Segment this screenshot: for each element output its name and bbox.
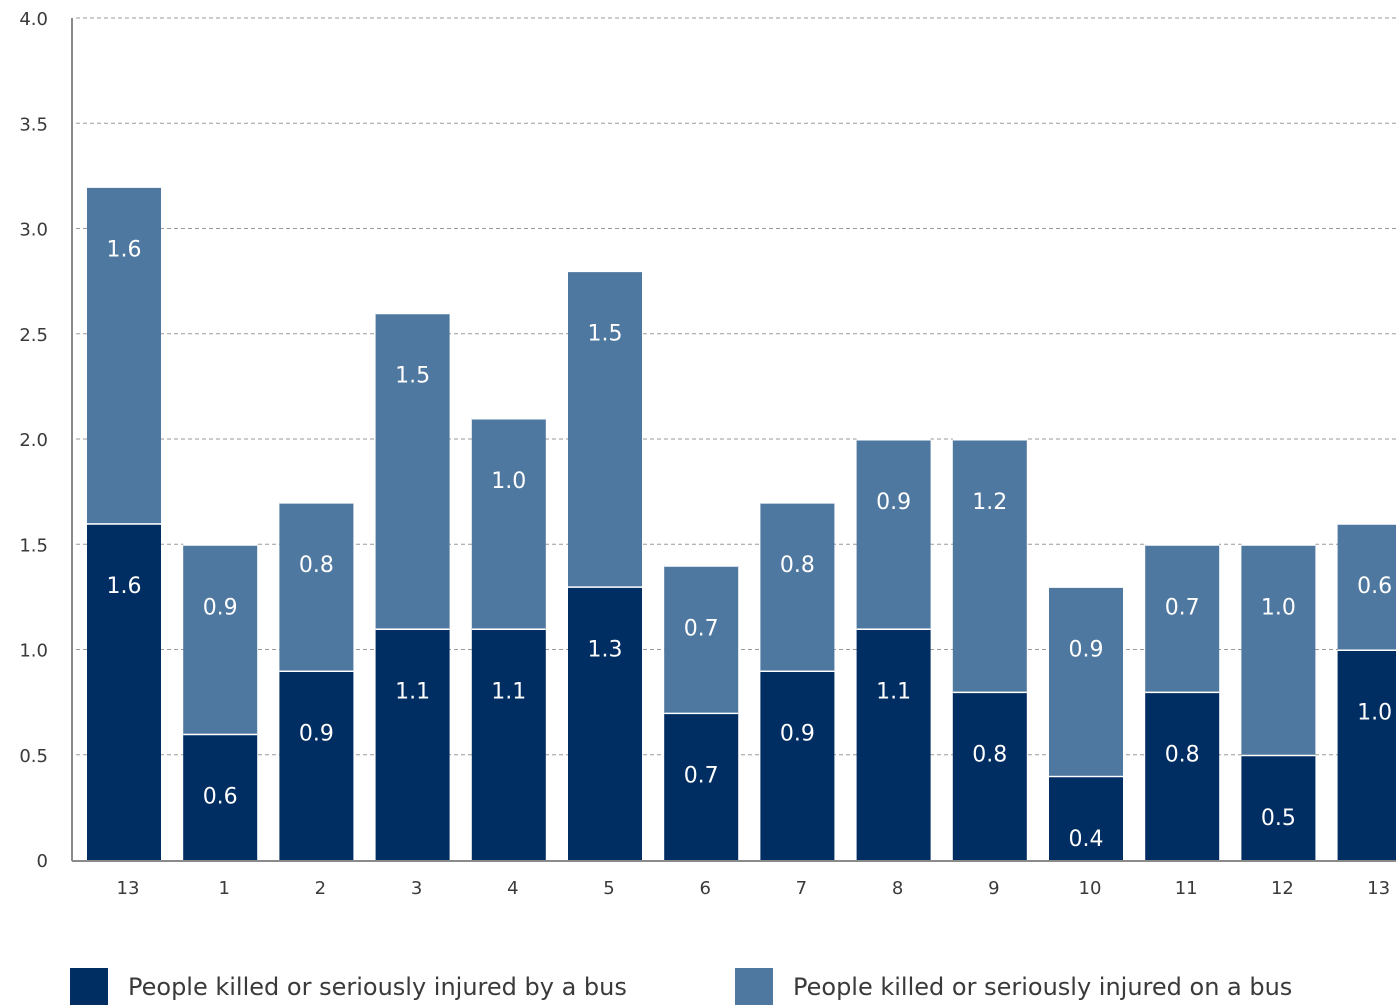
bar-segment-on-bus bbox=[471, 417, 546, 629]
x-tick-label: 13 bbox=[1367, 878, 1390, 899]
x-tick-label: 1 bbox=[218, 878, 229, 899]
data-label-by-bus: 0.6 bbox=[203, 785, 238, 810]
data-label-on-bus: 0.9 bbox=[203, 595, 238, 620]
bar-segment-by-bus bbox=[279, 670, 354, 860]
x-tick-label: 12 bbox=[1271, 878, 1294, 899]
x-tick-label: 2 bbox=[315, 878, 326, 899]
data-label-by-bus: 1.3 bbox=[588, 637, 623, 662]
data-label-on-bus: 0.9 bbox=[876, 490, 911, 515]
bar-segment-by-bus bbox=[952, 691, 1027, 860]
data-label-by-bus: 1.1 bbox=[491, 679, 526, 704]
y-tick-label: 3.5 bbox=[19, 114, 48, 135]
data-label-by-bus: 1.1 bbox=[395, 679, 430, 704]
legend-item-by-bus: People killed or seriously injured by a … bbox=[70, 968, 627, 1005]
y-tick-label: 4.0 bbox=[19, 9, 48, 30]
x-tick-label: 13 bbox=[117, 878, 140, 899]
x-tick-label: 8 bbox=[892, 878, 903, 899]
legend-label-by-bus: People killed or seriously injured by a … bbox=[128, 973, 627, 1001]
chart-svg: 1.61.60.60.90.90.81.11.51.11.01.31.50.70… bbox=[19, 9, 1396, 899]
y-tick-label: 2.5 bbox=[19, 325, 48, 346]
bar-segment-by-bus bbox=[1241, 754, 1316, 860]
data-label-on-bus: 1.2 bbox=[972, 490, 1007, 515]
bar-segment-on-bus bbox=[856, 439, 931, 629]
y-tick-label: 1.0 bbox=[19, 641, 48, 662]
bar-segment-on-bus bbox=[1337, 523, 1396, 650]
bar-segment-on-bus bbox=[87, 186, 161, 524]
x-tick-label: 9 bbox=[988, 878, 999, 899]
x-tick-label: 11 bbox=[1175, 878, 1198, 899]
data-label-by-bus: 0.8 bbox=[972, 743, 1007, 768]
data-label-by-bus: 0.4 bbox=[1069, 827, 1104, 852]
y-tick-label: 3.0 bbox=[19, 220, 48, 241]
data-label-on-bus: 0.8 bbox=[299, 553, 334, 578]
data-label-by-bus: 0.9 bbox=[299, 722, 334, 747]
legend-swatch-by-bus bbox=[70, 968, 108, 1005]
bars: 1.6 1.6 0.6 0.9 0.9 0.8 1.1 1.5 1.1 1.0 1.3 1.5 0.7 0… bbox=[87, 184, 1396, 860]
data-label-on-bus: 1.5 bbox=[588, 322, 623, 347]
data-label-on-bus: 1.6 bbox=[107, 237, 142, 262]
bar-segment-on-bus bbox=[183, 544, 258, 734]
bar-segment-on-bus bbox=[664, 565, 739, 713]
bar-segment-on-bus bbox=[1241, 544, 1316, 755]
data-label-on-bus: 1.5 bbox=[395, 364, 430, 389]
bar-segment-on-bus bbox=[279, 502, 354, 671]
x-tick-label: 6 bbox=[699, 878, 710, 899]
bar-segment-on-bus bbox=[1049, 586, 1123, 776]
bar-segment-by-bus bbox=[664, 712, 739, 860]
y-tick-label: 0 bbox=[37, 851, 48, 872]
bar-segment-on-bus bbox=[1145, 544, 1220, 692]
data-label-on-bus: 0.8 bbox=[780, 553, 815, 578]
data-label-by-bus: 0.8 bbox=[1165, 743, 1200, 768]
axes: 00.51.01.52.02.53.03.54.013 1 2 3 4 5 6 7 8 9 10 11… bbox=[19, 9, 1396, 899]
data-label-on-bus: 0.7 bbox=[1165, 595, 1200, 620]
x-tick-label: 7 bbox=[796, 878, 807, 899]
data-label-by-bus: 1.1 bbox=[876, 679, 911, 704]
data-label-by-bus: 1.0 bbox=[1357, 701, 1392, 726]
x-tick-label: 5 bbox=[603, 878, 614, 899]
x-tick-label: 3 bbox=[411, 878, 422, 899]
data-label-by-bus: 0.9 bbox=[780, 722, 815, 747]
bar-segment-on-bus bbox=[375, 312, 450, 629]
x-tick-label: 10 bbox=[1079, 878, 1102, 899]
y-tick-label: 2.0 bbox=[19, 430, 48, 451]
x-tick-label: 4 bbox=[507, 878, 518, 899]
data-label-on-bus: 0.7 bbox=[684, 616, 719, 641]
legend-swatch-on-bus bbox=[735, 968, 773, 1005]
bar-segment-by-bus bbox=[87, 523, 161, 860]
bar-segment-by-bus bbox=[1337, 649, 1396, 860]
legend: People killed or seriously injured by a … bbox=[0, 968, 1396, 1005]
data-label-by-bus: 0.5 bbox=[1261, 806, 1296, 831]
bar-segment-on-bus bbox=[760, 502, 835, 671]
bar-segment-by-bus bbox=[856, 628, 931, 860]
data-label-by-bus: 0.7 bbox=[684, 764, 719, 789]
y-tick-label: 1.5 bbox=[19, 535, 48, 556]
bar-segment-by-bus bbox=[471, 628, 546, 860]
legend-item-on-bus: People killed or seriously injured on a … bbox=[735, 968, 1292, 1005]
data-label-on-bus: 0.6 bbox=[1357, 574, 1392, 599]
bar-segment-by-bus bbox=[375, 628, 450, 860]
bar-segment-by-bus bbox=[183, 733, 258, 860]
bar-segment-on-bus bbox=[952, 439, 1027, 692]
data-label-by-bus: 1.6 bbox=[107, 574, 142, 599]
bar-segment-by-bus bbox=[568, 586, 642, 860]
data-label-on-bus: 1.0 bbox=[491, 469, 526, 494]
bar-segment-on-bus bbox=[568, 270, 642, 587]
bar-segment-by-bus bbox=[1145, 691, 1220, 860]
data-label-on-bus: 1.0 bbox=[1261, 595, 1296, 620]
bar-segment-by-bus bbox=[1049, 775, 1123, 860]
data-label-on-bus: 0.9 bbox=[1069, 637, 1104, 662]
legend-label-on-bus: People killed or seriously injured on a … bbox=[793, 973, 1293, 1001]
y-tick-label: 0.5 bbox=[19, 746, 48, 767]
bar-segment-by-bus bbox=[760, 670, 835, 860]
